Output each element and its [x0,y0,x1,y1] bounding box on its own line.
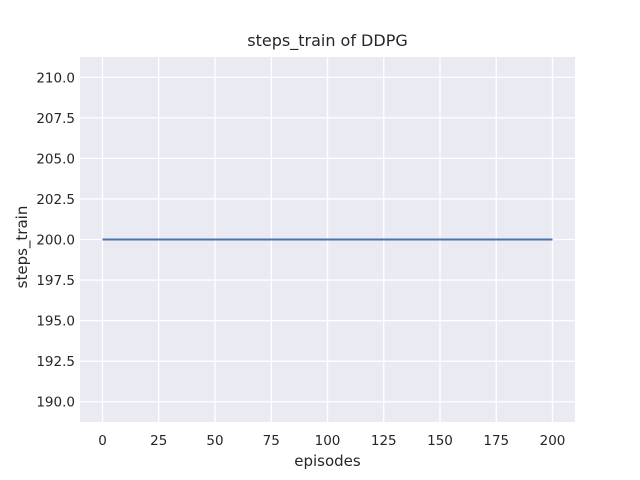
x-tick-label: 150 [427,433,453,449]
x-tick-label: 25 [150,433,167,449]
x-tick-label: 175 [483,433,509,449]
y-tick-label: 195.0 [36,314,75,330]
y-tick-label: 200.0 [36,233,75,249]
x-tick-label: 125 [371,433,397,449]
y-axis-label: steps_train [13,205,31,289]
y-tick-label: 192.5 [36,354,75,370]
x-tick-label: 100 [315,433,341,449]
x-tick-label: 50 [206,433,223,449]
y-tick-label: 207.5 [36,111,75,127]
y-tick-label: 205.0 [36,151,75,167]
x-tick-label: 0 [98,433,107,449]
y-tick-label: 197.5 [36,273,75,289]
x-tick-label: 200 [540,433,566,449]
x-tick-label: 75 [263,433,280,449]
x-axis-label: episodes [294,452,361,470]
y-tick-label: 210.0 [36,70,75,86]
chart-title: steps_train of DDPG [247,31,408,50]
y-tick-label: 202.5 [36,192,75,208]
y-tick-label: 190.0 [36,395,75,411]
